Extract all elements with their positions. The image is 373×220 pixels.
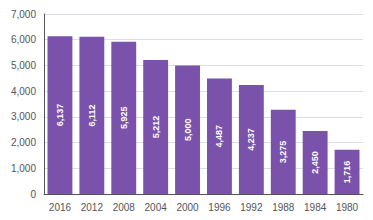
- svg-text:0: 0: [30, 189, 36, 200]
- svg-text:5,925: 5,925: [119, 107, 129, 130]
- svg-text:1,000: 1,000: [11, 163, 36, 174]
- svg-text:6,112: 6,112: [87, 104, 97, 126]
- svg-text:2012: 2012: [81, 202, 104, 213]
- svg-text:2004: 2004: [145, 202, 168, 213]
- svg-text:2000: 2000: [176, 202, 199, 213]
- svg-text:1,716: 1,716: [342, 161, 352, 184]
- svg-text:6,000: 6,000: [11, 34, 36, 45]
- svg-text:2016: 2016: [49, 202, 72, 213]
- svg-text:4,487: 4,487: [214, 125, 224, 148]
- svg-text:4,237: 4,237: [246, 128, 256, 151]
- svg-text:3,000: 3,000: [11, 111, 36, 122]
- svg-text:5,000: 5,000: [183, 118, 193, 141]
- svg-text:1996: 1996: [208, 202, 231, 213]
- svg-text:6,137: 6,137: [55, 104, 65, 127]
- svg-text:2,000: 2,000: [11, 137, 36, 148]
- svg-text:1992: 1992: [240, 202, 263, 213]
- svg-text:3,275: 3,275: [278, 141, 288, 164]
- svg-text:5,000: 5,000: [11, 60, 36, 71]
- svg-text:2,450: 2,450: [310, 151, 320, 174]
- svg-text:4,000: 4,000: [11, 86, 36, 97]
- svg-text:1980: 1980: [336, 202, 359, 213]
- svg-text:1984: 1984: [304, 202, 327, 213]
- svg-text:7,000: 7,000: [11, 9, 36, 20]
- svg-text:2008: 2008: [113, 202, 136, 213]
- svg-text:5,212: 5,212: [151, 116, 161, 139]
- svg-text:1988: 1988: [272, 202, 295, 213]
